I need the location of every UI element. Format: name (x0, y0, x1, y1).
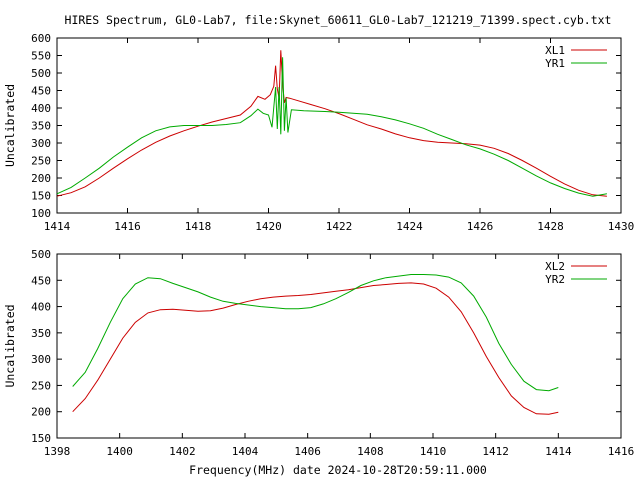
y-tick-label: 100 (31, 207, 51, 220)
top-panel: 100 150 200 250 300 350 400 450 500 550 600 1414 141… (3, 32, 634, 233)
y-tick-label: 300 (31, 137, 51, 150)
y-tick-label: 400 (31, 102, 51, 115)
x-axis-footer: Frequency(MHz) date 2024-10-28T20:59:11.… (189, 463, 487, 477)
x-tick-label: 1414 (545, 445, 572, 458)
x-tick-label: 1420 (255, 220, 282, 233)
x-tick-label: 1428 (537, 220, 564, 233)
x-tick-label: 1414 (44, 220, 71, 233)
y-tick-label: 450 (31, 85, 51, 98)
y-tick-label: 150 (31, 190, 51, 203)
x-tick-label: 1412 (482, 445, 509, 458)
series-line-yr1 (56, 57, 607, 197)
x-tick-label: 1422 (326, 220, 353, 233)
series-line-xl2 (72, 282, 559, 415)
legend-label: YR1 (545, 57, 565, 70)
x-tick-label: 1416 (114, 220, 141, 233)
y-tick-label: 350 (31, 327, 51, 340)
x-tick-label: 1398 (44, 445, 71, 458)
series-line-xl1 (56, 50, 607, 197)
y-tick-label: 200 (31, 406, 51, 419)
y-tick-label: 150 (31, 432, 51, 445)
y-tick-label: 200 (31, 172, 51, 185)
y-tick-label: 300 (31, 353, 51, 366)
x-tick-label: 1424 (396, 220, 423, 233)
y-tick-label: 350 (31, 120, 51, 133)
y-tick-label: 450 (31, 274, 51, 287)
x-tick-label: 1410 (420, 445, 447, 458)
series-line-yr2 (72, 274, 559, 392)
x-tick-label: 1416 (608, 445, 635, 458)
figure-title: HIRES Spectrum, GL0-Lab7, file:Skynet_60… (65, 13, 612, 27)
x-tick-label: 1430 (608, 220, 635, 233)
x-tick-label: 1418 (185, 220, 212, 233)
y-tick-label: 550 (31, 50, 51, 63)
plot-frame (56, 253, 622, 439)
x-tick-label: 1408 (357, 445, 384, 458)
x-tick-label: 1400 (106, 445, 133, 458)
x-tick-label: 1404 (232, 445, 259, 458)
legend-label: YR2 (545, 273, 565, 286)
legend-label: XL2 (545, 260, 565, 273)
y-tick-label: 250 (31, 155, 51, 168)
legend-label: XL1 (545, 44, 565, 57)
x-tick-label: 1402 (169, 445, 196, 458)
y-tick-label: 250 (31, 379, 51, 392)
y-axis-label: Uncalibrated (3, 304, 17, 387)
x-tick-label: 1426 (467, 220, 494, 233)
x-tick-label: 1406 (294, 445, 321, 458)
y-axis-label: Uncalibrated (3, 84, 17, 167)
y-tick-label: 400 (31, 301, 51, 314)
y-tick-label: 500 (31, 248, 51, 261)
y-tick-label: 600 (31, 32, 51, 45)
y-tick-label: 500 (31, 67, 51, 80)
bottom-panel: 150 200 250 300 350 400 450 500 1398 1400 1402 1404… (3, 248, 634, 458)
